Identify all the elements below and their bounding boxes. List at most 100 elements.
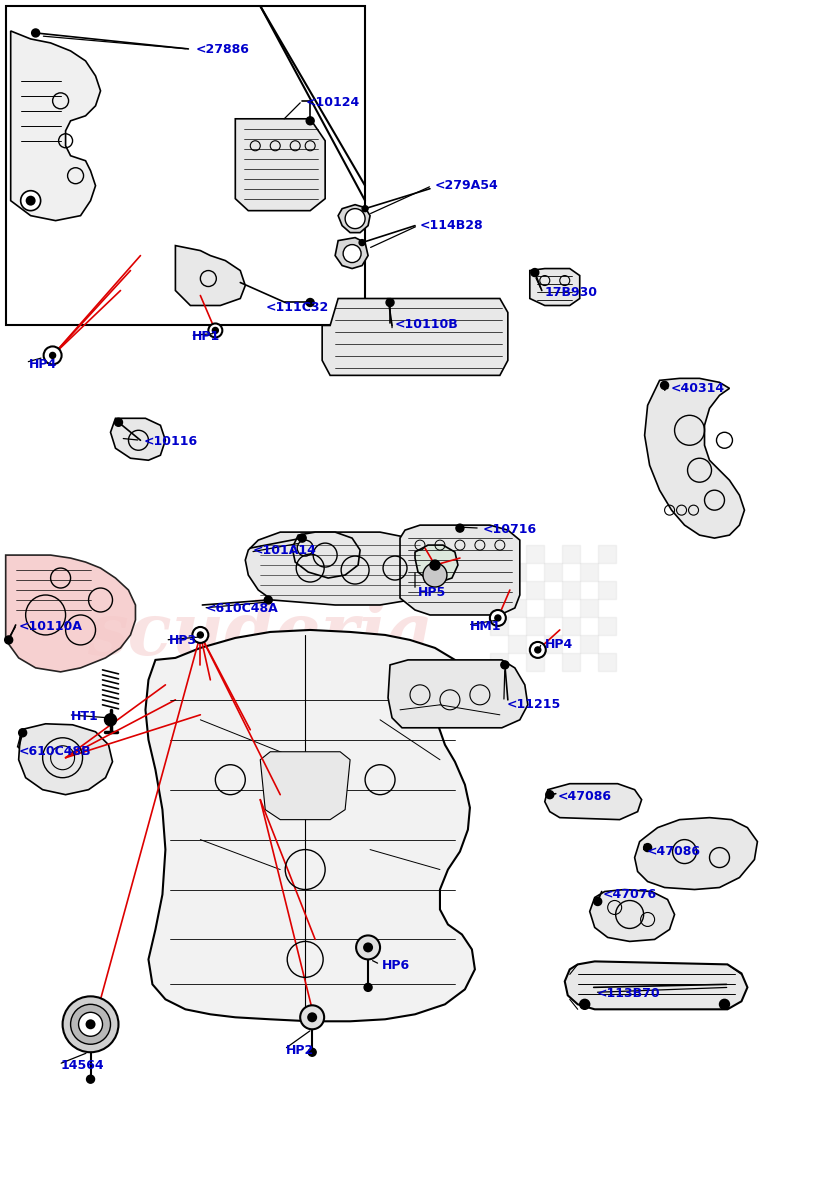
Text: <111C32: <111C32: [265, 300, 328, 313]
Polygon shape: [18, 724, 112, 794]
Circle shape: [343, 245, 361, 263]
Text: car  parts: car parts: [160, 664, 360, 706]
Text: <11215: <11215: [507, 698, 561, 710]
Circle shape: [307, 1013, 317, 1022]
Circle shape: [456, 524, 464, 532]
Circle shape: [364, 983, 372, 991]
Polygon shape: [590, 889, 675, 942]
Circle shape: [501, 661, 509, 668]
Bar: [543, 599, 562, 617]
Polygon shape: [335, 238, 368, 269]
Bar: [490, 617, 508, 635]
Text: <47076: <47076: [602, 888, 656, 900]
Polygon shape: [530, 269, 580, 306]
Circle shape: [495, 614, 501, 620]
Circle shape: [300, 1006, 324, 1030]
Bar: [597, 581, 616, 599]
Bar: [580, 563, 597, 581]
Text: <610C48B: <610C48B: [18, 745, 91, 757]
Polygon shape: [175, 246, 245, 306]
Text: <10124: <10124: [305, 96, 360, 109]
Circle shape: [362, 205, 368, 211]
Bar: [597, 545, 616, 563]
Text: HP3: HP3: [169, 634, 197, 647]
Bar: [580, 599, 597, 617]
Circle shape: [86, 1019, 96, 1030]
Bar: [597, 617, 616, 635]
Polygon shape: [400, 526, 520, 614]
Circle shape: [530, 642, 546, 658]
Text: <10116: <10116: [144, 436, 198, 449]
Text: HT1: HT1: [71, 710, 98, 722]
Bar: [543, 563, 562, 581]
Bar: [508, 599, 526, 617]
Text: HP4: HP4: [28, 359, 57, 372]
Circle shape: [21, 191, 41, 211]
Circle shape: [535, 647, 541, 653]
Text: <47086: <47086: [558, 790, 612, 803]
Circle shape: [18, 728, 27, 737]
Circle shape: [306, 299, 314, 306]
Bar: [508, 635, 526, 653]
Bar: [562, 653, 580, 671]
Text: <279A54: <279A54: [435, 179, 499, 192]
Polygon shape: [235, 119, 325, 211]
Polygon shape: [6, 556, 135, 672]
Polygon shape: [545, 784, 642, 820]
Circle shape: [423, 563, 447, 587]
Text: <101A14: <101A14: [253, 544, 316, 557]
Polygon shape: [145, 630, 475, 1021]
Circle shape: [580, 1000, 590, 1009]
Bar: [562, 581, 580, 599]
Bar: [490, 545, 508, 563]
Bar: [526, 653, 543, 671]
Circle shape: [192, 626, 209, 643]
Bar: [526, 581, 543, 599]
Circle shape: [531, 269, 538, 276]
Circle shape: [359, 240, 365, 246]
Circle shape: [661, 382, 669, 389]
Text: <10716: <10716: [483, 523, 537, 536]
Circle shape: [43, 347, 61, 365]
Circle shape: [386, 299, 394, 306]
Bar: [597, 653, 616, 671]
Bar: [562, 545, 580, 563]
Text: <47086: <47086: [647, 845, 701, 858]
Circle shape: [264, 596, 273, 604]
Bar: [543, 635, 562, 653]
Text: HP6: HP6: [382, 959, 411, 972]
Text: scuderia: scuderia: [87, 600, 433, 671]
Circle shape: [345, 209, 365, 229]
Bar: [490, 581, 508, 599]
Circle shape: [490, 610, 506, 626]
Circle shape: [298, 534, 306, 542]
Bar: [526, 617, 543, 635]
Circle shape: [5, 636, 12, 644]
Text: <27886: <27886: [195, 43, 249, 56]
Polygon shape: [293, 532, 360, 578]
Circle shape: [62, 996, 119, 1052]
Circle shape: [308, 1049, 316, 1056]
Text: HP5: HP5: [418, 586, 446, 599]
Polygon shape: [338, 205, 370, 233]
Circle shape: [105, 714, 116, 726]
Text: <10110B: <10110B: [395, 318, 459, 331]
Circle shape: [198, 632, 204, 638]
Circle shape: [306, 116, 314, 125]
Circle shape: [213, 328, 219, 334]
Circle shape: [209, 324, 223, 337]
Bar: [6, 6, 365, 325]
Polygon shape: [245, 532, 430, 605]
Circle shape: [32, 29, 40, 37]
Polygon shape: [322, 299, 508, 376]
Text: <113B70: <113B70: [597, 988, 661, 1001]
Text: HP1: HP1: [192, 330, 220, 343]
Text: <610C48A: <610C48A: [205, 602, 278, 614]
Circle shape: [720, 1000, 730, 1009]
Polygon shape: [635, 817, 757, 889]
Circle shape: [26, 196, 36, 205]
Circle shape: [593, 898, 602, 906]
Text: HP4: HP4: [545, 638, 573, 650]
Polygon shape: [388, 660, 528, 727]
Text: HM1: HM1: [470, 620, 501, 632]
